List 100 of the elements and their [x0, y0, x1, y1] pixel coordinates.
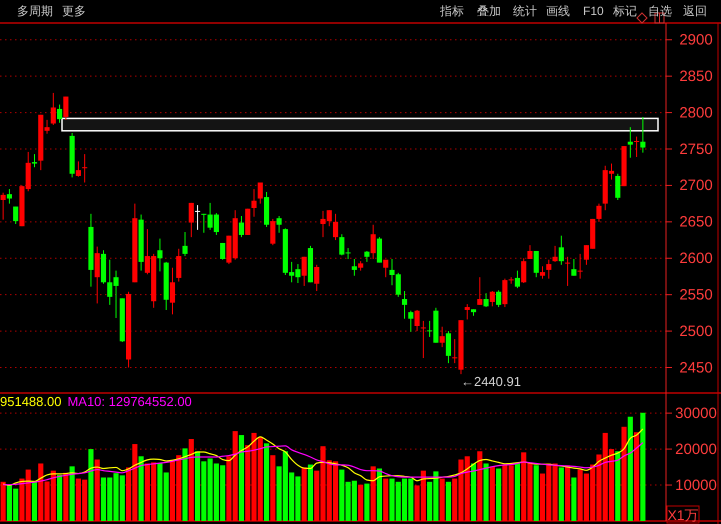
- bar: [57, 474, 62, 521]
- annotation: ←2440.91: [460, 374, 521, 390]
- bar: [188, 439, 194, 521]
- bar: [534, 465, 539, 521]
- y-tick-label: 2850: [679, 68, 713, 85]
- candlestick: [578, 253, 583, 280]
- candlestick: [496, 290, 502, 308]
- bar: [514, 463, 520, 521]
- candlestick: [634, 136, 640, 158]
- bar: [138, 456, 144, 521]
- y-tick-label: 2550: [679, 286, 713, 304]
- text: 951488.00: [0, 394, 62, 409]
- y-tick-label: 2700: [679, 177, 713, 194]
- candlestick: [50, 92, 56, 126]
- candlestick: [521, 258, 526, 284]
- candlestick: [276, 216, 282, 234]
- candlestick: [402, 290, 408, 320]
- candlestick: [194, 204, 200, 230]
- candlestick: [270, 218, 276, 246]
- candlestick: [483, 292, 489, 308]
- candlestick: [302, 256, 307, 286]
- bar: [182, 448, 188, 521]
- candlestick: [370, 224, 376, 260]
- text: 标记: [612, 4, 637, 18]
- text: 叠加: [477, 4, 501, 18]
- candlestick: [0, 192, 6, 220]
- y-tick-label: 2800: [679, 104, 713, 122]
- candlestick: [414, 309, 420, 332]
- bar: [63, 472, 68, 521]
- candlestick: [628, 126, 633, 158]
- candlestick: [258, 182, 263, 204]
- candlestick: [314, 264, 320, 292]
- bar: [0, 482, 6, 521]
- bar: [238, 435, 244, 521]
- bar: [370, 466, 376, 521]
- bar: [640, 412, 646, 521]
- candlestick: [546, 259, 552, 280]
- candlestick: [464, 304, 470, 320]
- candlestick: [514, 270, 520, 289]
- candlestick: [6, 188, 12, 204]
- text: 更多: [62, 4, 86, 18]
- bar: [558, 467, 564, 521]
- text: MA10: 129764552.00: [67, 394, 192, 409]
- bar: [32, 482, 38, 521]
- candlestick: [63, 96, 68, 120]
- bar: [571, 477, 576, 521]
- candlestick: [477, 276, 482, 306]
- bar: [615, 451, 620, 521]
- bar: [94, 460, 100, 521]
- candlestick: [440, 326, 445, 348]
- y-tick-label: 2500: [679, 322, 713, 340]
- candlestick: [540, 266, 546, 280]
- y-tick-label: 30000: [675, 404, 717, 422]
- bar: [446, 482, 452, 521]
- bar: [264, 443, 270, 521]
- candlestick: [571, 258, 576, 276]
- candlestick: [188, 202, 194, 238]
- bar: [383, 478, 388, 521]
- candlestick: [364, 250, 370, 262]
- bar: [634, 432, 640, 521]
- candlestick: [57, 104, 62, 124]
- candlestick: [32, 154, 38, 168]
- y-tick-label: 2450: [679, 359, 713, 376]
- y-tick-label: 2650: [679, 214, 713, 231]
- candlestick: [170, 267, 176, 315]
- candlestick: [176, 248, 182, 282]
- candlestick: [82, 154, 88, 184]
- bar: [628, 416, 633, 521]
- bar: [477, 451, 482, 521]
- bar: [621, 426, 627, 521]
- candlestick: [490, 290, 495, 307]
- bar: [308, 464, 314, 521]
- text: 自选: [648, 4, 672, 18]
- bar: [70, 466, 75, 521]
- line-series: [2, 442, 644, 486]
- y-tick-label: 2900: [679, 32, 713, 49]
- candlestick: [238, 216, 244, 238]
- y-tick-label: 10000: [675, 476, 717, 494]
- text: 返回: [683, 4, 707, 18]
- candlestick: [220, 242, 226, 260]
- y-tick-label: 20000: [675, 440, 717, 458]
- bar: [470, 463, 476, 521]
- bar: [364, 484, 370, 521]
- candlestick: [558, 235, 564, 266]
- candlestick: [157, 238, 163, 272]
- candlestick: [182, 232, 188, 257]
- bar: [376, 468, 382, 521]
- candlestick: [76, 160, 81, 178]
- text: 指标: [439, 4, 464, 18]
- y-tick-label: 2600: [679, 250, 713, 268]
- candlestick: [251, 188, 257, 218]
- text: F10: [583, 4, 604, 18]
- bar: [565, 465, 570, 521]
- candlestick: [534, 250, 539, 278]
- bar: [270, 455, 276, 521]
- candlestick: [408, 310, 414, 332]
- bar: [496, 468, 502, 521]
- text: 多周期: [17, 4, 53, 18]
- candlestick: [332, 213, 338, 241]
- bar: [302, 467, 307, 521]
